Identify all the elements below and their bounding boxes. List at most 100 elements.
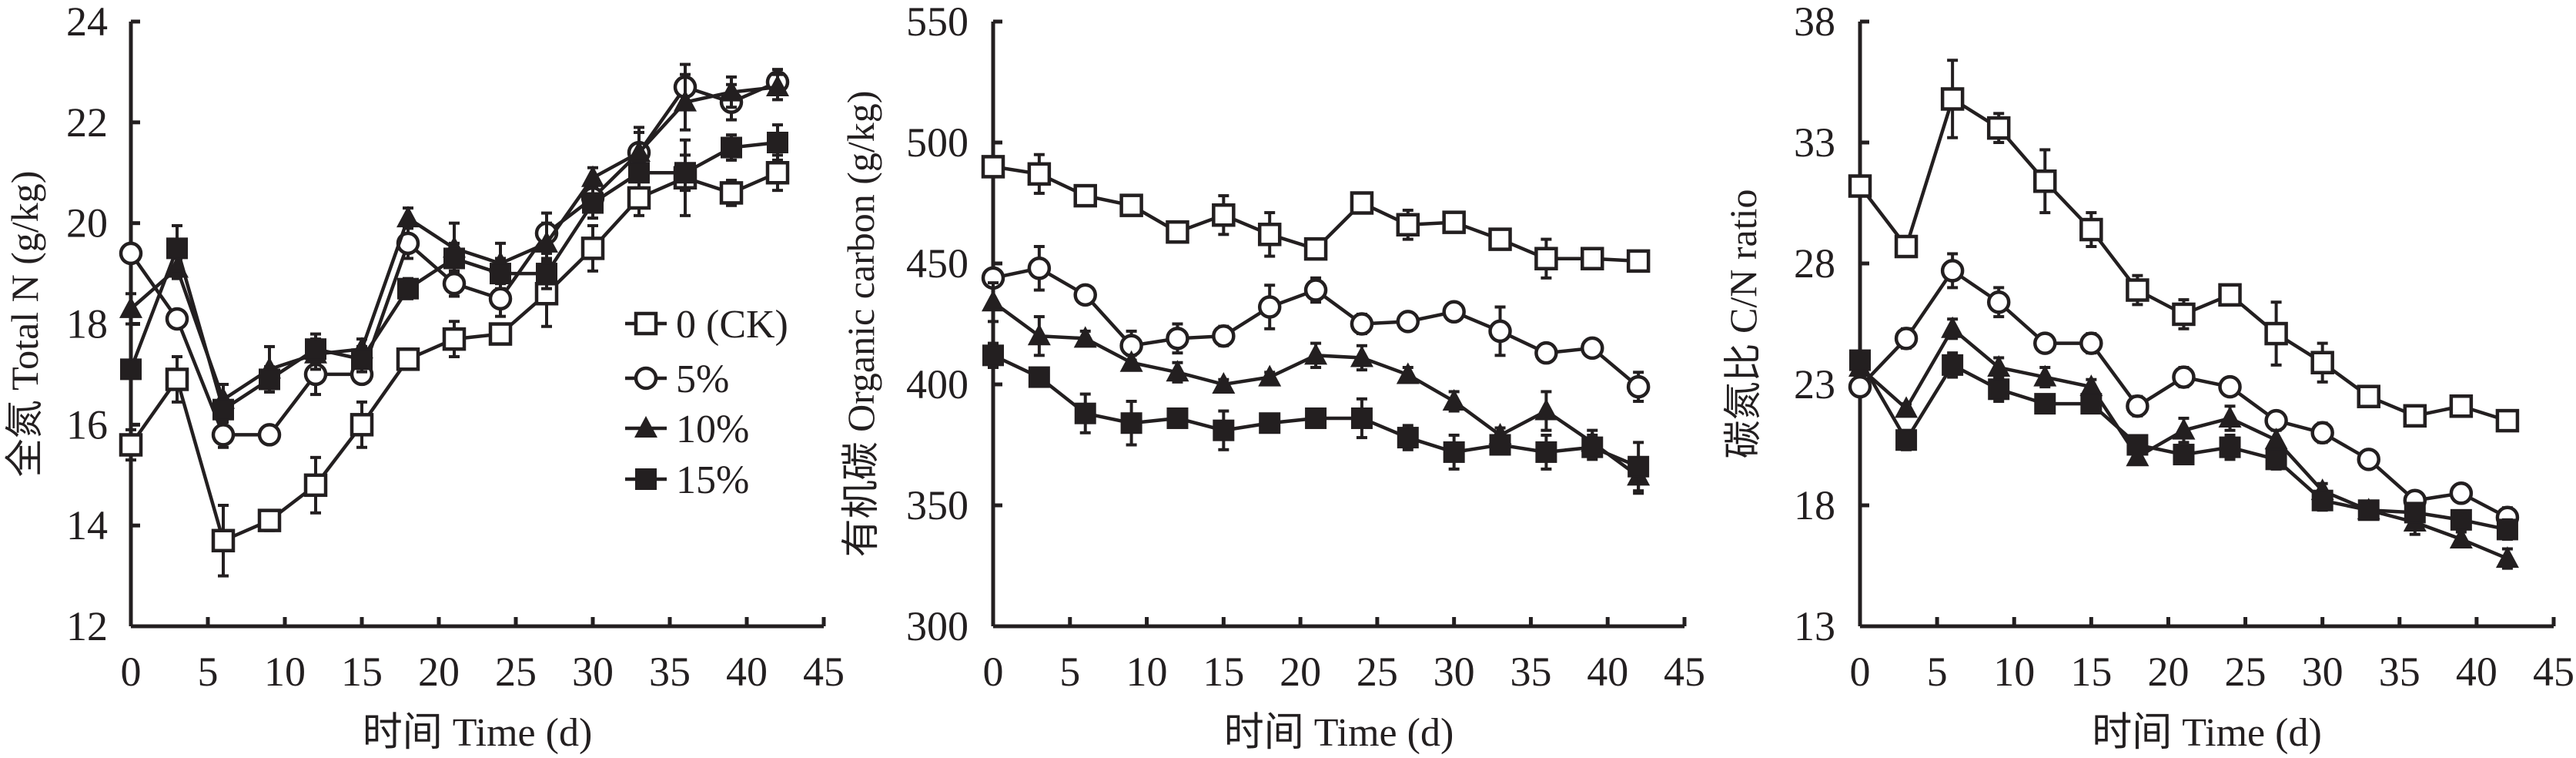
data-point bbox=[1534, 398, 1558, 421]
data-point bbox=[1628, 455, 1650, 478]
series-15- bbox=[1849, 349, 2518, 541]
data-point bbox=[1442, 210, 1466, 234]
data-point bbox=[1626, 374, 1651, 399]
data-point bbox=[212, 398, 234, 421]
x-tick-label: 0 bbox=[983, 649, 1004, 695]
data-point bbox=[1396, 362, 1420, 384]
data-point bbox=[1027, 324, 1051, 346]
data-point bbox=[1212, 324, 1236, 348]
data-point bbox=[1988, 378, 2010, 401]
data-point bbox=[303, 473, 328, 498]
data-point bbox=[1027, 257, 1052, 280]
data-point bbox=[2403, 404, 2427, 428]
data-point bbox=[2079, 374, 2103, 397]
y-tick-label: 550 bbox=[906, 0, 969, 45]
y-tick-label: 300 bbox=[906, 603, 969, 649]
series-5- bbox=[1848, 252, 2520, 529]
data-point bbox=[2080, 393, 2103, 415]
data-point bbox=[2496, 518, 2518, 541]
y-tick-label: 23 bbox=[1794, 361, 1835, 408]
data-point bbox=[1396, 213, 1420, 237]
x-tick-label: 35 bbox=[649, 649, 691, 695]
data-point bbox=[719, 181, 744, 205]
data-point bbox=[2172, 418, 2196, 440]
data-point bbox=[1397, 427, 1419, 449]
data-point bbox=[1258, 364, 1282, 387]
y-axis-label: 有机碳 Organic carbon (g/kg) bbox=[839, 91, 882, 558]
data-point bbox=[1119, 193, 1143, 217]
data-point bbox=[2033, 364, 2057, 387]
x-tick-label: 20 bbox=[2147, 649, 2189, 695]
data-point bbox=[350, 413, 374, 437]
x-tick-label: 25 bbox=[2225, 649, 2267, 695]
data-point bbox=[1848, 174, 1872, 198]
y-tick-label: 18 bbox=[66, 301, 108, 347]
x-tick-label: 30 bbox=[2302, 649, 2343, 695]
data-point bbox=[1257, 295, 1282, 319]
data-point bbox=[1849, 349, 1871, 371]
y-tick-label: 12 bbox=[66, 603, 108, 649]
data-point bbox=[2449, 394, 2474, 418]
data-point bbox=[627, 140, 651, 163]
data-point bbox=[1581, 247, 1604, 270]
data-point bbox=[257, 508, 282, 532]
data-point bbox=[396, 206, 420, 228]
data-point bbox=[1166, 327, 1189, 350]
data-point bbox=[1028, 366, 1050, 388]
data-point bbox=[1534, 247, 1558, 270]
y-tick-label: 450 bbox=[906, 240, 969, 287]
data-point bbox=[2173, 444, 2195, 466]
x-axis-label: 时间 Time (d) bbox=[363, 711, 593, 755]
data-point bbox=[1848, 374, 1872, 399]
data-point bbox=[2218, 374, 2242, 399]
x-axis-label: 时间 Time (d) bbox=[2092, 711, 2322, 755]
data-point bbox=[119, 296, 142, 318]
data-point bbox=[766, 75, 789, 97]
data-point bbox=[2357, 499, 2380, 522]
data-point bbox=[1305, 407, 1327, 429]
data-point bbox=[442, 271, 467, 296]
data-point bbox=[2218, 405, 2242, 428]
data-point bbox=[1073, 326, 1097, 348]
chart-organic-carbon: 300 350 400 450 500 550 0 5 10 15 20 25 30 35 40 45 时间 T… bbox=[839, 0, 1705, 755]
data-point bbox=[1535, 441, 1557, 463]
data-point bbox=[1941, 316, 1965, 338]
data-point bbox=[2404, 501, 2426, 524]
data-point bbox=[2357, 384, 2380, 408]
data-point bbox=[1350, 312, 1374, 336]
data-point bbox=[490, 263, 511, 285]
data-point bbox=[1120, 412, 1142, 434]
x-tick-label: 15 bbox=[1203, 649, 1244, 695]
x-tick-label: 15 bbox=[341, 649, 383, 695]
data-point bbox=[1442, 300, 1466, 324]
data-point bbox=[1166, 220, 1189, 244]
legend-item: 5% bbox=[625, 357, 729, 401]
data-point bbox=[1213, 419, 1235, 441]
data-point bbox=[2495, 408, 2520, 433]
x-axis-label: 时间 Time (d) bbox=[1224, 711, 1454, 755]
data-point bbox=[627, 186, 651, 210]
y-tick-label: 22 bbox=[66, 99, 108, 146]
data-point bbox=[1942, 354, 1964, 376]
data-point bbox=[1894, 234, 1919, 259]
y-tick-label: 400 bbox=[906, 361, 969, 408]
data-point bbox=[2172, 365, 2196, 389]
data-point bbox=[211, 423, 236, 447]
data-point bbox=[2264, 408, 2288, 433]
data-point bbox=[1166, 360, 1189, 382]
data-point bbox=[1212, 203, 1236, 227]
data-point bbox=[1940, 87, 1965, 111]
data-point bbox=[1350, 191, 1374, 215]
data-point bbox=[2034, 393, 2056, 415]
data-point bbox=[2310, 350, 2334, 374]
x-tick-label: 40 bbox=[2456, 649, 2497, 695]
data-point bbox=[1940, 259, 1965, 283]
x-tick-label: 10 bbox=[264, 649, 306, 695]
data-point bbox=[119, 241, 143, 266]
data-point bbox=[1581, 336, 1604, 361]
y-tick-label: 33 bbox=[1794, 119, 1835, 166]
data-point bbox=[2450, 508, 2472, 531]
x-tick-label: 25 bbox=[1357, 649, 1398, 695]
y-tick-label: 13 bbox=[1794, 603, 1835, 649]
